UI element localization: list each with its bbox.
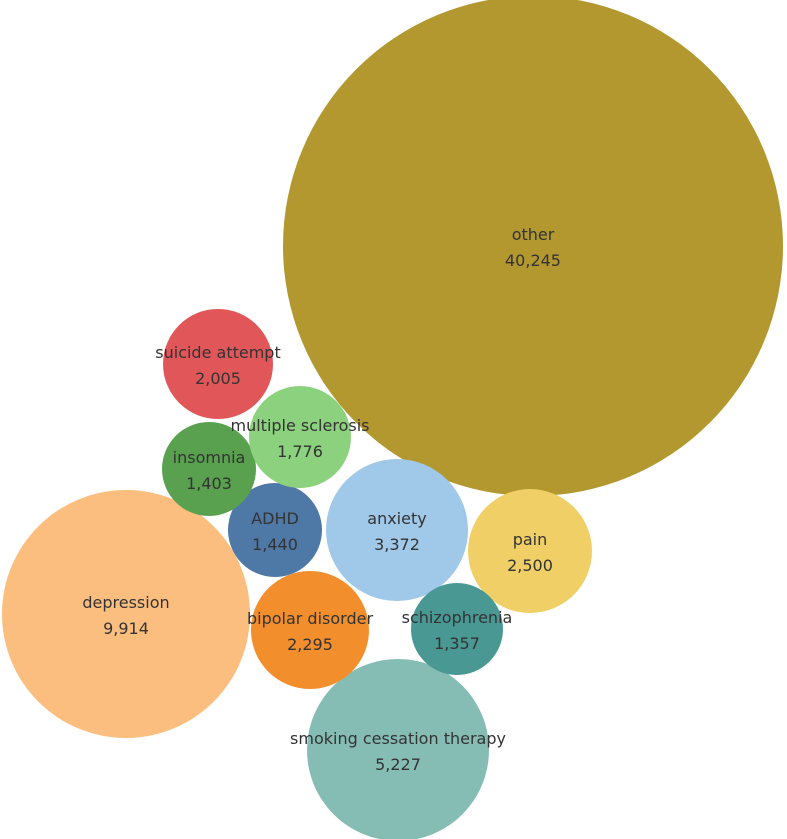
bubble-value-adhd: 1,440 [252, 535, 298, 554]
bubble-label-other: other [512, 225, 555, 244]
bubble-label-adhd: ADHD [251, 509, 299, 528]
bubble-label-bipolar-disorder: bipolar disorder [247, 609, 373, 628]
bubble-value-suicide-attempt: 2,005 [195, 369, 241, 388]
bubble-labels: other 40,245 depression 9,914 smoking cessat… [82, 225, 561, 774]
bubble-value-schizophrenia: 1,357 [434, 634, 480, 653]
bubble-suicide-attempt [163, 309, 273, 419]
bubble-label-insomnia: insomnia [173, 448, 246, 467]
bubble-value-pain: 2,500 [507, 556, 553, 575]
bubble-other [283, 0, 783, 496]
bubble-value-anxiety: 3,372 [374, 535, 420, 554]
bubble-pain [468, 489, 592, 613]
bubble-depression [2, 490, 250, 738]
bubble-value-other: 40,245 [505, 251, 561, 270]
bubble-adhd [228, 483, 322, 577]
bubble-insomnia [162, 422, 256, 516]
bubble-label-anxiety: anxiety [367, 509, 426, 528]
bubble-anxiety [326, 459, 468, 601]
bubble-label-depression: depression [82, 593, 169, 612]
bubble-value-multiple-sclerosis: 1,776 [277, 442, 323, 461]
bubble-value-depression: 9,914 [103, 619, 149, 638]
bubble-value-bipolar-disorder: 2,295 [287, 635, 333, 654]
bubble-value-smoking-cessation-therapy: 5,227 [375, 755, 421, 774]
bubble-bipolar-disorder [251, 571, 369, 689]
bubble-label-multiple-sclerosis: multiple sclerosis [231, 416, 370, 435]
bubble-multiple-sclerosis [249, 386, 351, 488]
bubble-label-pain: pain [513, 530, 548, 549]
bubble-label-suicide-attempt: suicide attempt [155, 343, 280, 362]
bubble-schizophrenia [411, 583, 503, 675]
bubble-label-schizophrenia: schizophrenia [402, 608, 513, 627]
bubble-smoking-cessation-therapy [307, 659, 489, 839]
bubble-label-smoking-cessation-therapy: smoking cessation therapy [290, 729, 506, 748]
bubble-value-insomnia: 1,403 [186, 474, 232, 493]
